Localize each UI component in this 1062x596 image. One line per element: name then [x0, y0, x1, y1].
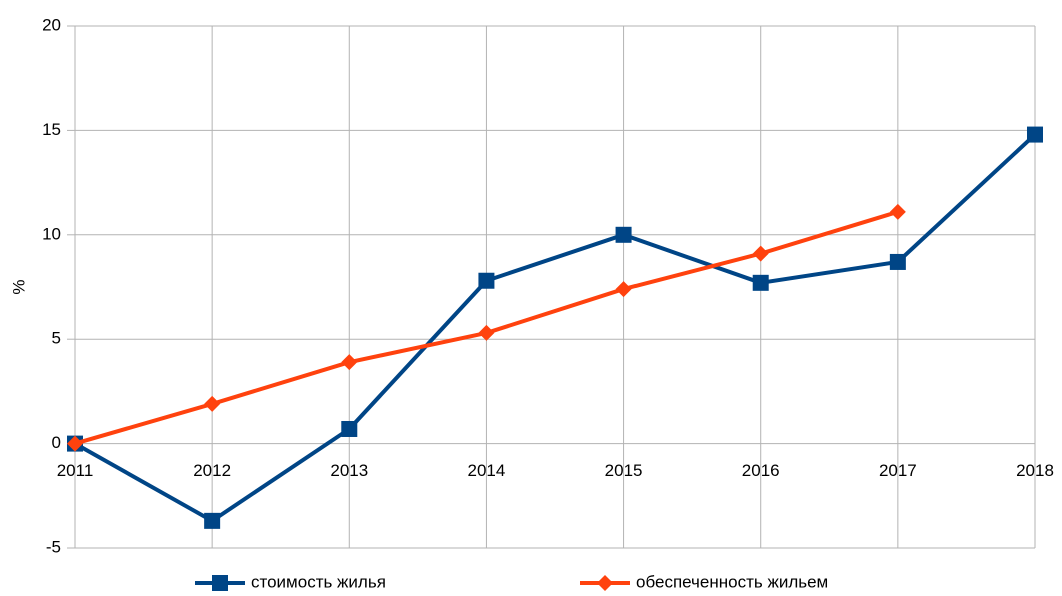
y-tick-label: 0: [52, 433, 61, 452]
y-tick-label: 20: [42, 15, 61, 34]
legend-marker: [212, 575, 228, 591]
legend-label: обеспеченность жильем: [636, 572, 828, 591]
data-point: [889, 253, 906, 270]
y-axis-label: %: [9, 279, 28, 294]
data-point: [752, 245, 769, 262]
x-tick-label: 2018: [1016, 461, 1054, 480]
x-tick-label: 2017: [879, 461, 917, 480]
data-point: [67, 435, 83, 452]
legend-marker: [597, 575, 613, 591]
data-point: [615, 281, 632, 298]
data-point: [204, 512, 221, 529]
data-point: [478, 324, 495, 341]
y-tick-label: 5: [52, 329, 61, 348]
data-point: [889, 203, 906, 220]
data-point: [1027, 126, 1043, 143]
x-tick-label: 2013: [330, 461, 368, 480]
data-point: [204, 395, 221, 412]
data-point: [615, 226, 632, 243]
data-point: [478, 272, 495, 289]
x-tick-label: 2016: [742, 461, 780, 480]
data-point: [341, 420, 358, 437]
y-tick-label: -5: [46, 537, 61, 556]
legend-label: стоимость жилья: [251, 572, 386, 591]
data-point: [752, 274, 769, 291]
series-line: [74, 133, 1037, 523]
x-tick-label: 2014: [468, 461, 506, 480]
y-tick-label: 15: [42, 120, 61, 139]
x-tick-label: 2011: [57, 461, 94, 480]
x-tick-label: 2012: [193, 461, 231, 480]
y-tick-label: 10: [42, 224, 61, 243]
x-tick-label: 2015: [605, 461, 643, 480]
data-point: [341, 354, 358, 371]
